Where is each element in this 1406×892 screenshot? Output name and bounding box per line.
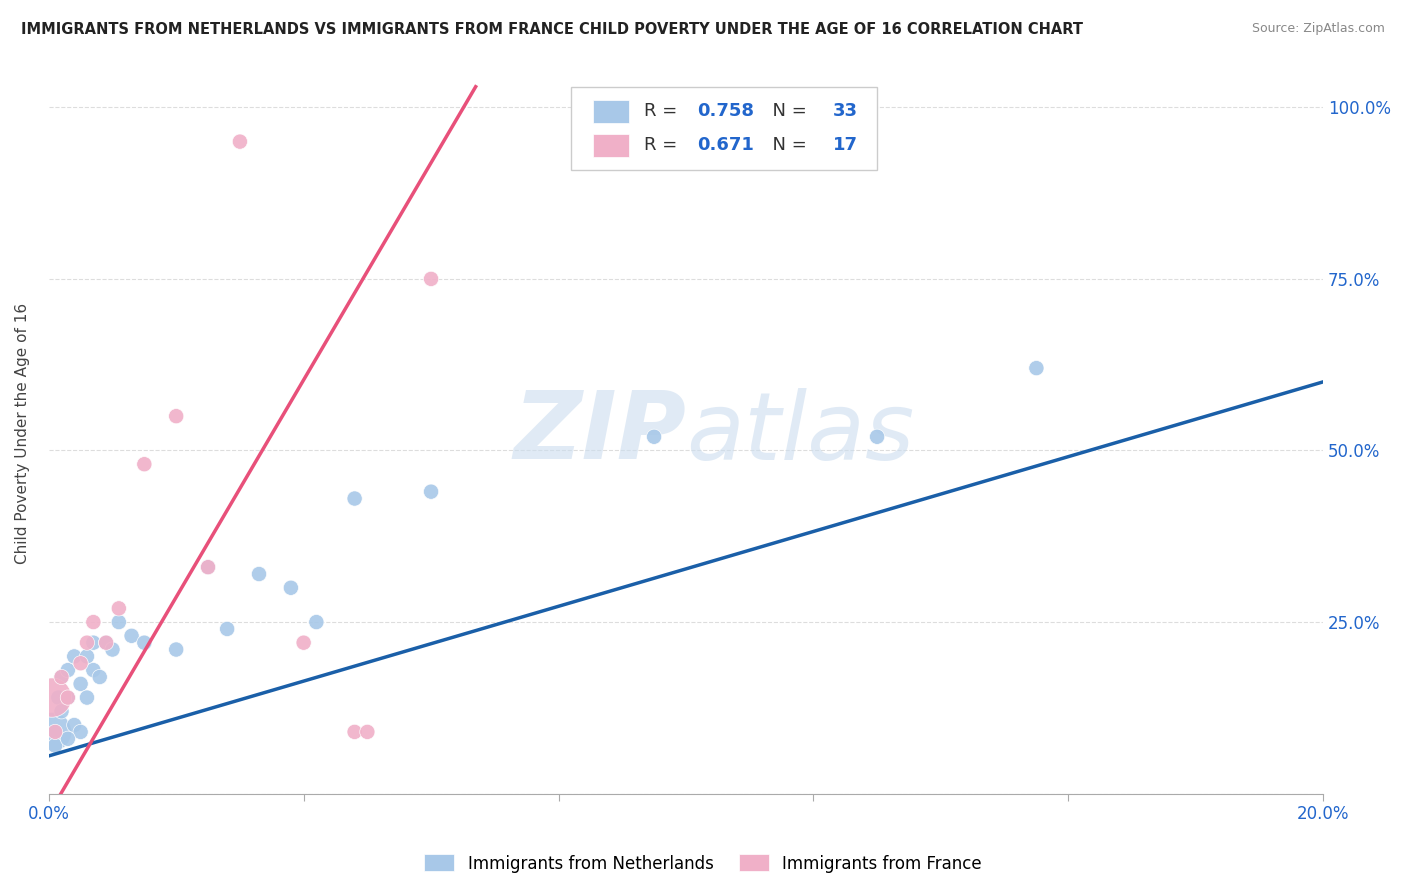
Point bbox=[76, 690, 98, 705]
Point bbox=[229, 135, 252, 149]
Point bbox=[343, 491, 366, 506]
FancyBboxPatch shape bbox=[571, 87, 877, 170]
Point bbox=[1025, 361, 1047, 376]
Point bbox=[56, 690, 79, 705]
Point bbox=[217, 622, 239, 636]
Point bbox=[82, 663, 104, 677]
Point bbox=[41, 690, 63, 705]
Point bbox=[56, 731, 79, 746]
Point bbox=[134, 635, 156, 649]
Point bbox=[305, 615, 328, 629]
Point bbox=[292, 635, 315, 649]
Text: 0.671: 0.671 bbox=[697, 136, 754, 154]
Point bbox=[420, 272, 443, 286]
Point bbox=[63, 649, 86, 664]
Point bbox=[69, 677, 91, 691]
Text: N =: N = bbox=[761, 103, 813, 120]
Point bbox=[866, 430, 889, 444]
Point bbox=[108, 615, 131, 629]
Point bbox=[197, 560, 219, 574]
Point bbox=[165, 642, 187, 657]
Point bbox=[44, 725, 66, 739]
Point bbox=[82, 635, 104, 649]
Text: R =: R = bbox=[644, 136, 683, 154]
Y-axis label: Child Poverty Under the Age of 16: Child Poverty Under the Age of 16 bbox=[15, 302, 30, 564]
Text: 17: 17 bbox=[832, 136, 858, 154]
Text: R =: R = bbox=[644, 103, 683, 120]
Point bbox=[94, 635, 117, 649]
Point bbox=[343, 725, 366, 739]
Point bbox=[51, 670, 73, 684]
FancyBboxPatch shape bbox=[593, 100, 628, 123]
Point bbox=[89, 670, 111, 684]
Point bbox=[94, 635, 117, 649]
Text: IMMIGRANTS FROM NETHERLANDS VS IMMIGRANTS FROM FRANCE CHILD POVERTY UNDER THE AG: IMMIGRANTS FROM NETHERLANDS VS IMMIGRANT… bbox=[21, 22, 1083, 37]
Point bbox=[197, 560, 219, 574]
Point bbox=[121, 629, 143, 643]
Point bbox=[643, 430, 665, 444]
Point bbox=[56, 690, 79, 705]
Text: N =: N = bbox=[761, 136, 813, 154]
Point bbox=[44, 739, 66, 753]
Point bbox=[82, 615, 104, 629]
Point bbox=[56, 663, 79, 677]
Point bbox=[69, 725, 91, 739]
Text: Source: ZipAtlas.com: Source: ZipAtlas.com bbox=[1251, 22, 1385, 36]
Text: 0.758: 0.758 bbox=[697, 103, 755, 120]
Text: 33: 33 bbox=[832, 103, 858, 120]
Legend: Immigrants from Netherlands, Immigrants from France: Immigrants from Netherlands, Immigrants … bbox=[418, 847, 988, 880]
Point bbox=[101, 642, 124, 657]
Point bbox=[108, 601, 131, 615]
Point bbox=[420, 484, 443, 499]
Point bbox=[69, 657, 91, 671]
Point bbox=[356, 725, 378, 739]
Point bbox=[51, 670, 73, 684]
Point bbox=[51, 704, 73, 718]
Text: atlas: atlas bbox=[686, 388, 914, 479]
Point bbox=[134, 457, 156, 471]
Point bbox=[76, 635, 98, 649]
Text: ZIP: ZIP bbox=[513, 387, 686, 479]
Point bbox=[41, 725, 63, 739]
Point bbox=[63, 718, 86, 732]
Point bbox=[165, 409, 187, 424]
Point bbox=[76, 649, 98, 664]
Point bbox=[46, 690, 69, 705]
Point bbox=[247, 567, 270, 582]
FancyBboxPatch shape bbox=[593, 134, 628, 157]
Point bbox=[280, 581, 302, 595]
